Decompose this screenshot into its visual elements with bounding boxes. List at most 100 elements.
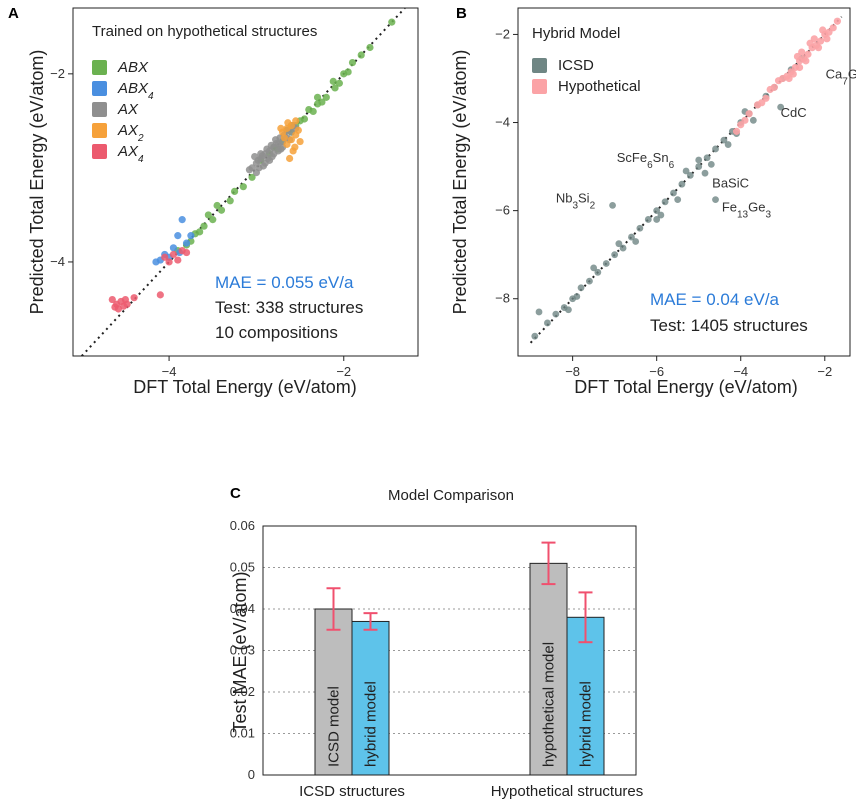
point-hypothetical xyxy=(741,116,749,124)
point-icsd xyxy=(628,233,635,241)
point-icsd xyxy=(644,216,652,223)
legend-label-a: AX4 xyxy=(117,143,144,165)
point-ax xyxy=(267,141,275,149)
point-ax2 xyxy=(277,124,285,132)
point-annotation: CdC xyxy=(781,105,807,120)
legend-swatch-a xyxy=(92,81,107,96)
y-axis-title-a: Predicted Total Energy (eV/atom) xyxy=(27,50,47,315)
point-ax4 xyxy=(169,250,178,259)
bar-hybrid-model xyxy=(566,616,605,776)
y-tick-label-c: 0.06 xyxy=(230,518,255,533)
point-abx xyxy=(196,228,204,236)
chart-title-c: Model Comparison xyxy=(388,487,514,504)
legend-swatch-a xyxy=(92,144,107,159)
bar-hybrid-model xyxy=(351,620,390,776)
point-icsd xyxy=(531,332,539,340)
point-ax2 xyxy=(287,136,295,144)
y-tick-label-c: 0.01 xyxy=(230,726,255,741)
point-hypothetical xyxy=(814,44,823,52)
point-ax4 xyxy=(161,253,169,261)
point-ax2 xyxy=(292,117,300,125)
y-tick-label-c: 0.05 xyxy=(230,560,255,575)
x-axis-title-b: DFT Total Energy (eV/atom) xyxy=(574,377,797,397)
point-ax4 xyxy=(130,294,138,302)
point-abx xyxy=(230,187,239,196)
point-abx4 xyxy=(178,216,186,224)
point-icsd xyxy=(632,238,640,245)
point-icsd xyxy=(707,160,715,168)
y-tick-label-a: −2 xyxy=(50,66,65,81)
panel-b: B −8 −6 −4 −2 −8 −6 −4 −2 Hybrid Model ICSD Hypo… xyxy=(450,5,856,397)
point-ax2 xyxy=(286,154,294,163)
point-icsd xyxy=(678,180,686,188)
point-icsd xyxy=(565,306,572,314)
point-abx xyxy=(388,18,396,26)
legend-label-a: AX2 xyxy=(117,122,144,144)
point-ax xyxy=(270,150,278,158)
point-icsd xyxy=(661,198,669,206)
y-tick-label-a: −4 xyxy=(50,254,65,269)
point-ax4 xyxy=(123,300,131,308)
point-icsd xyxy=(682,167,690,175)
point-hypothetical xyxy=(795,63,804,72)
bars-c: ICSD model hybrid model hypothetical model… xyxy=(314,541,605,776)
point-icsd xyxy=(695,163,703,170)
y-tick-label-b: −4 xyxy=(495,115,510,130)
chart-title-b: Hybrid Model xyxy=(532,25,620,42)
point-abx4 xyxy=(152,258,160,266)
x-tick-label-a: −2 xyxy=(336,364,351,379)
point-icsd xyxy=(703,154,711,162)
point-ax2 xyxy=(284,119,292,127)
point-icsd xyxy=(594,268,602,276)
point-abx xyxy=(204,211,212,219)
point-hypothetical xyxy=(798,48,806,56)
point-hypothetical xyxy=(758,99,766,107)
x-axis-title-a: DFT Total Energy (eV/atom) xyxy=(133,377,356,397)
point-abx xyxy=(335,79,343,87)
point-abx4 xyxy=(174,232,182,240)
point-abx xyxy=(217,206,226,214)
point-icsd xyxy=(695,156,703,164)
legend-label-b: Hypothetical xyxy=(558,78,641,95)
point-ax xyxy=(255,164,263,172)
point-annotation: Ca7Ge xyxy=(826,66,856,87)
point-hypothetical xyxy=(806,39,814,47)
y-tick-label-b: −2 xyxy=(495,26,510,41)
point-abx4 xyxy=(182,239,191,247)
legend-swatch-a xyxy=(92,102,107,117)
legend-swatch-b xyxy=(532,79,547,94)
point-abx xyxy=(322,93,330,101)
point-ax xyxy=(254,156,262,164)
point-ax4 xyxy=(165,258,173,266)
point-ax2 xyxy=(294,126,302,134)
point-annotation: Nb3Si2 xyxy=(556,191,596,212)
point-ax2 xyxy=(291,143,299,151)
point-icsd xyxy=(712,145,719,153)
point-ax2 xyxy=(283,140,291,148)
point-ax4 xyxy=(108,295,116,304)
point-hypothetical xyxy=(732,127,741,135)
point-hypothetical xyxy=(802,57,810,65)
point-icsd xyxy=(573,293,581,300)
panel-label-a: A xyxy=(8,5,19,22)
point-icsd xyxy=(535,308,543,316)
ticks-a: −4 −2 −4 −2 xyxy=(50,66,351,379)
ticks-b: −8 −6 −4 −2 −8 −6 −4 −2 xyxy=(495,26,832,379)
point-icsd xyxy=(636,224,644,232)
point-icsd xyxy=(724,141,732,148)
point-hypothetical xyxy=(766,85,774,94)
point-hypothetical xyxy=(819,26,827,34)
panel-label-b: B xyxy=(456,5,467,22)
legend-label-a: ABX xyxy=(117,59,149,76)
point-ax2 xyxy=(296,137,304,146)
bar-label: hybrid model xyxy=(578,681,595,767)
panel-a: A −4 −2 −4 −2 Trained on hypothetical struc… xyxy=(8,5,419,397)
mae-label-b: MAE = 0.04 eV/a xyxy=(650,290,780,309)
y-axis-title-b: Predicted Total Energy (eV/atom) xyxy=(450,50,470,315)
bar-hypothetical-model xyxy=(529,562,568,776)
legend-swatch-a xyxy=(92,123,107,138)
panel-c: C Model Comparison ICSD model hybrid mode… xyxy=(230,485,644,800)
point-ax4 xyxy=(156,291,164,299)
y-tick-label-c: 0 xyxy=(248,767,255,782)
